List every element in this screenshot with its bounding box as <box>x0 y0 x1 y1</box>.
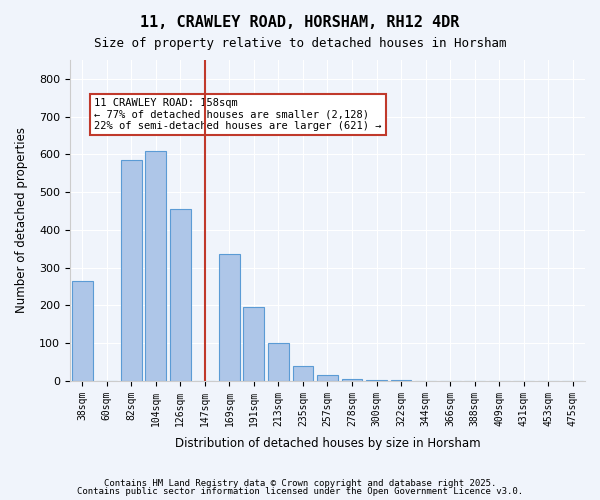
Y-axis label: Number of detached properties: Number of detached properties <box>15 128 28 314</box>
Text: Contains public sector information licensed under the Open Government Licence v3: Contains public sector information licen… <box>77 487 523 496</box>
Bar <box>391 380 412 381</box>
X-axis label: Distribution of detached houses by size in Horsham: Distribution of detached houses by size … <box>175 437 480 450</box>
Bar <box>170 209 191 381</box>
Bar <box>366 380 387 381</box>
Bar <box>293 366 313 381</box>
Bar <box>145 150 166 381</box>
Bar <box>341 379 362 381</box>
Bar <box>268 343 289 381</box>
Bar <box>219 254 240 381</box>
Text: 11, CRAWLEY ROAD, HORSHAM, RH12 4DR: 11, CRAWLEY ROAD, HORSHAM, RH12 4DR <box>140 15 460 30</box>
Text: Contains HM Land Registry data © Crown copyright and database right 2025.: Contains HM Land Registry data © Crown c… <box>104 478 496 488</box>
Text: 11 CRAWLEY ROAD: 158sqm
← 77% of detached houses are smaller (2,128)
22% of semi: 11 CRAWLEY ROAD: 158sqm ← 77% of detache… <box>94 98 382 131</box>
Bar <box>317 376 338 381</box>
Bar <box>121 160 142 381</box>
Bar <box>244 308 265 381</box>
Text: Size of property relative to detached houses in Horsham: Size of property relative to detached ho… <box>94 38 506 51</box>
Bar <box>72 281 92 381</box>
